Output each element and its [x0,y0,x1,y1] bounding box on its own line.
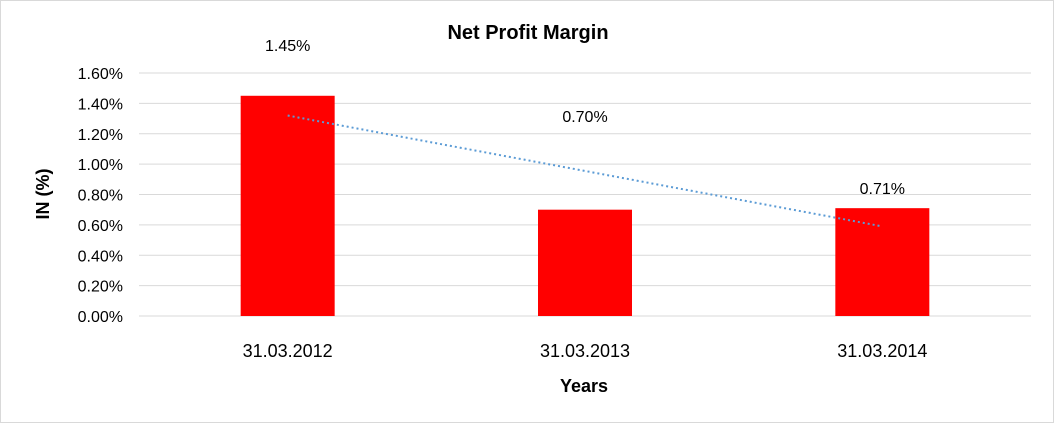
y-tick-label: 0.20% [78,279,123,296]
data-labels: 1.45% 0.70% 0.71% [265,38,905,198]
data-label: 1.45% [265,38,310,55]
bar [835,208,930,316]
trendline-group [287,114,883,228]
y-tick-label: 0.00% [78,309,123,326]
bars [240,95,930,316]
bar [240,95,335,316]
trendline [287,114,883,228]
y-axis-title: IN (%) [33,169,53,220]
x-axis-categories: 31.03.2012 31.03.2013 31.03.2014 [243,341,928,361]
x-axis-title: Years [560,376,608,396]
y-tick-label: 1.60% [78,66,123,83]
data-label: 0.70% [562,109,607,126]
y-tick-label: 0.80% [78,188,123,205]
y-tick-label: 1.40% [78,96,123,113]
y-tick-label: 1.20% [78,127,123,144]
y-tick-label: 0.60% [78,218,123,235]
y-tick-label: 0.40% [78,248,123,265]
y-axis-ticks: 0.00% 0.20% 0.40% 0.60% 0.80% 1.00% 1.20% 1.40%… [78,66,123,326]
data-label: 0.71% [860,181,905,198]
x-tick-label: 31.03.2012 [243,341,333,361]
x-tick-label: 31.03.2014 [837,341,927,361]
chart-title: Net Profit Margin [447,22,608,44]
bar [538,209,632,316]
x-tick-label: 31.03.2013 [540,341,630,361]
y-tick-label: 1.00% [78,157,123,174]
